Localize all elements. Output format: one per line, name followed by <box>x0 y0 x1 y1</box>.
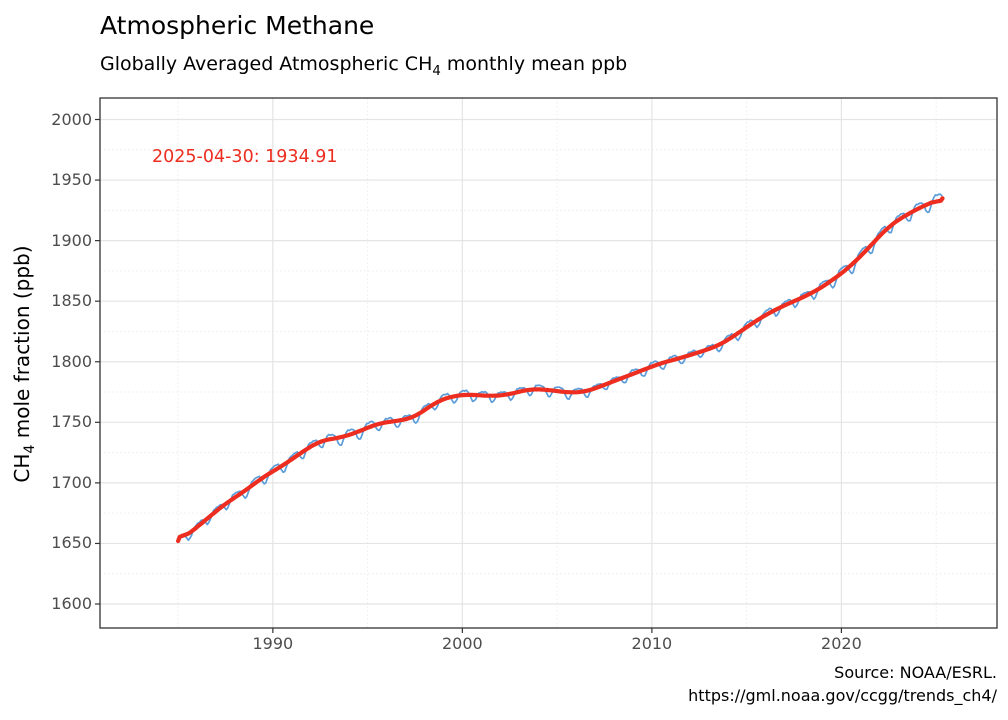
subtitle-subscript: 4 <box>432 63 441 79</box>
subtitle-text-post: monthly mean ppb <box>440 53 628 75</box>
page-subtitle: Globally Averaged Atmospheric CH4 monthl… <box>100 52 627 84</box>
y-tick-label: 1850 <box>51 291 92 311</box>
y-axis-title-subscript: 4 <box>22 444 38 454</box>
y-tick-label: 1900 <box>51 230 92 250</box>
x-tick-label: 1990 <box>252 634 294 653</box>
annotation-latest-value: 2025-04-30: 1934.91 <box>152 147 338 167</box>
y-tick-label: 1950 <box>51 170 92 190</box>
y-tick-label: 1700 <box>51 472 92 492</box>
caption-source: Source: NOAA/ESRL. <box>834 663 997 682</box>
monthly-mean-line <box>178 193 943 542</box>
series-group <box>176 193 945 544</box>
y-tick-label: 1800 <box>51 351 92 371</box>
x-tick-label: 2020 <box>821 634 862 653</box>
subtitle-text-pre: Globally Averaged Atmospheric CH <box>100 53 433 75</box>
y-tick-label: 1750 <box>51 412 92 432</box>
page-title: Atmospheric Methane <box>100 11 375 40</box>
y-tick-label: 1650 <box>51 533 92 553</box>
x-tick-label: 2000 <box>442 634 483 653</box>
x-tick-label: 2010 <box>631 634 673 653</box>
caption: Source: NOAA/ESRL. https://gml.noaa.gov/… <box>688 661 997 707</box>
panel-border <box>99 97 998 629</box>
caption-url: https://gml.noaa.gov/ccgg/trends_ch4/ <box>688 686 997 705</box>
y-tick-label: 2000 <box>51 109 92 129</box>
trend-line <box>176 196 945 544</box>
y-tick-label: 1600 <box>51 594 92 614</box>
